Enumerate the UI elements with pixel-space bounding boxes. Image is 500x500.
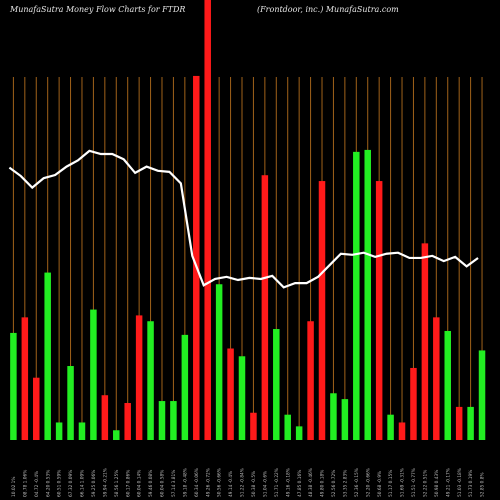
- bar: [101, 395, 109, 440]
- bar: [170, 401, 177, 440]
- x-tick-label: 51.73 0.19%: [468, 470, 474, 497]
- x-tick-label: 60.04 0.58%: [160, 470, 166, 497]
- chart-title: MunafaSutra Money Flow Charts for FTDR: [10, 5, 186, 14]
- x-tick-label: 52.20 -0.66%: [365, 468, 371, 497]
- x-tick-label: 51.03 -0.18%: [457, 468, 463, 497]
- x-tick-label: 49.16 -0.18%: [285, 468, 291, 497]
- x-tick-label: 59.94 -0.21%: [102, 468, 108, 497]
- x-tick-label: 10.02 1%: [11, 477, 17, 497]
- bar: [44, 272, 51, 440]
- bar: [455, 406, 463, 440]
- bar: [375, 181, 383, 440]
- x-tick-label: 59.18 -0.48%: [182, 468, 188, 497]
- x-tick-label: 50.68 -0.9%: [377, 471, 383, 497]
- bar: [284, 414, 291, 440]
- x-tick-label: 66.14 1.09%: [80, 470, 86, 497]
- bar: [261, 175, 269, 440]
- x-tick-label: 48.38 -0.46%: [308, 468, 314, 497]
- bar: [330, 393, 337, 440]
- x-tick-label: 51.51 -0.77%: [411, 468, 417, 497]
- x-tick-label: 57.14 3.81%: [171, 470, 177, 497]
- bar: [90, 309, 97, 440]
- x-tick-label: 64.20 0.53%: [45, 470, 51, 497]
- x-tick-label: 60.34 -0.06%: [194, 468, 200, 497]
- bar: [33, 377, 40, 440]
- x-tick-label: 51.17 0.15%: [388, 470, 394, 497]
- bar: [124, 403, 131, 440]
- bar: [295, 426, 303, 440]
- bar: [181, 334, 189, 440]
- x-tick-label: 52.56 0.72%: [331, 470, 337, 497]
- bar: [113, 430, 120, 440]
- bar: [10, 332, 17, 440]
- x-tick-label: 58.56 1.25%: [114, 470, 120, 497]
- price-line: [8, 149, 479, 289]
- x-tick-label: 50.56 -0.66%: [217, 468, 223, 497]
- x-tick-label: 04.72 -0.4%: [34, 471, 40, 497]
- x-tick-label: 67.32 0.09%: [68, 470, 74, 497]
- x-tick-label: 49.80 0.18%: [320, 470, 326, 497]
- x-tick-label: 49.21 -0.17%: [445, 468, 451, 497]
- x-tick-label: 51.22 -0.84%: [240, 468, 246, 497]
- bar: [250, 412, 257, 440]
- x-tick-label: 60.17 0.86%: [125, 470, 131, 497]
- x-tick-label: 60.51 0.59%: [57, 470, 63, 497]
- bar: [421, 243, 429, 440]
- bar: [478, 350, 486, 440]
- x-tick-label: 50.38 -0.5%: [251, 471, 257, 497]
- x-tick-label: 49.26 -0.72%: [205, 468, 211, 497]
- x-tick-label: 51.69 -0.31%: [400, 468, 406, 497]
- bar: [307, 321, 314, 440]
- bar: [238, 356, 246, 440]
- bar: [55, 422, 63, 440]
- x-tick-label: 60.04 0.14%: [137, 470, 143, 497]
- x-tick-label: 50.98 0.43%: [434, 470, 440, 497]
- bar: [215, 284, 223, 440]
- x-tick-label: 59.46 0.08%: [148, 470, 154, 497]
- bar: [318, 181, 326, 440]
- bar: [78, 422, 86, 440]
- bar-series: [10, 0, 486, 441]
- x-tick-label: 47.85 0.16%: [297, 470, 303, 497]
- bar: [21, 317, 29, 440]
- bar: [193, 75, 200, 441]
- bar: [387, 414, 394, 440]
- bar: [410, 367, 417, 440]
- bar: [353, 151, 360, 441]
- chart-subtitle: (Frontdoor, inc.) MunafaSutra.com: [257, 5, 399, 14]
- x-tick-label: 52.85 0.8%: [480, 472, 486, 497]
- bar: [135, 315, 143, 440]
- bar: [204, 0, 211, 440]
- bar: [444, 330, 451, 440]
- bar: [227, 348, 234, 440]
- bar: [147, 321, 154, 440]
- bar: [433, 317, 440, 440]
- x-tick-label: 52.22 0.51%: [422, 470, 428, 497]
- bar: [341, 399, 349, 440]
- x-tick-label: 59.25 0.06%: [91, 470, 97, 497]
- bar: [364, 149, 371, 440]
- bar: [158, 401, 166, 440]
- x-tick-label: 53.35 2.83%: [342, 470, 348, 497]
- x-tick-label: 08.78 1.06%: [22, 470, 28, 497]
- x-tick-label: 49.14 -0.4%: [228, 471, 234, 497]
- x-tick-label: 51.71 -0.22%: [274, 468, 280, 497]
- bar: [398, 422, 406, 440]
- x-tick-label: 51.04 -0.6%: [262, 471, 268, 497]
- bar: [67, 366, 74, 440]
- x-tick-label: 52.36 -0.15%: [354, 468, 360, 497]
- x-axis-labels: 10.02 1% 08.78 1.06% 04.72 -0.4% 64.20 0.53…: [11, 468, 486, 497]
- bar: [467, 406, 474, 440]
- bar: [273, 329, 280, 440]
